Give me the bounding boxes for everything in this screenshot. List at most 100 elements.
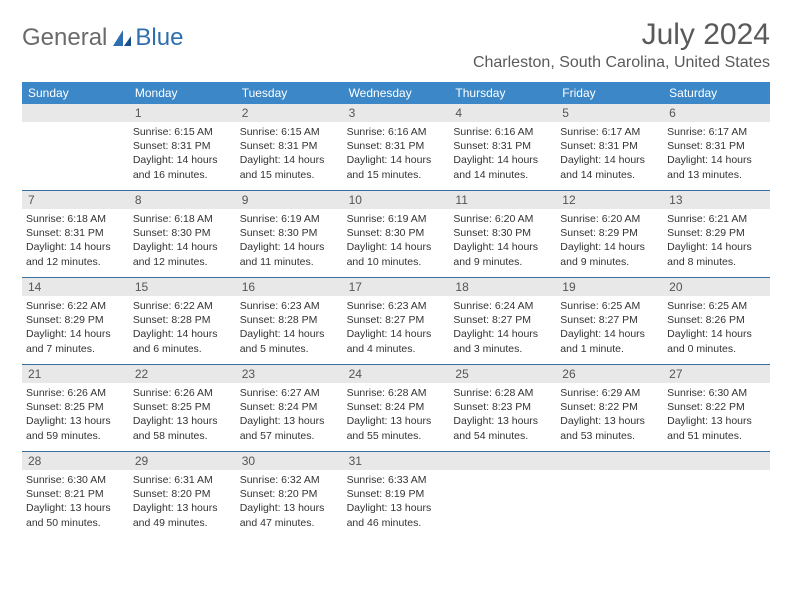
daylight-line-1: Daylight: 14 hours: [667, 153, 766, 167]
calendar-day-cell: 18Sunrise: 6:24 AMSunset: 8:27 PMDayligh…: [449, 278, 556, 364]
calendar-day-cell: 20Sunrise: 6:25 AMSunset: 8:26 PMDayligh…: [663, 278, 770, 364]
day-number: [22, 104, 129, 122]
calendar-day-cell: 13Sunrise: 6:21 AMSunset: 8:29 PMDayligh…: [663, 191, 770, 277]
day-number: 9: [236, 191, 343, 209]
daylight-line-2: and 51 minutes.: [667, 429, 766, 443]
sunset-line: Sunset: 8:25 PM: [26, 400, 125, 414]
sunset-line: Sunset: 8:31 PM: [667, 139, 766, 153]
calendar-day-cell: 23Sunrise: 6:27 AMSunset: 8:24 PMDayligh…: [236, 365, 343, 451]
sunset-line: Sunset: 8:30 PM: [133, 226, 232, 240]
sunrise-line: Sunrise: 6:15 AM: [240, 125, 339, 139]
daylight-line-1: Daylight: 14 hours: [347, 327, 446, 341]
calendar-day-cell: 31Sunrise: 6:33 AMSunset: 8:19 PMDayligh…: [343, 452, 450, 538]
sunrise-line: Sunrise: 6:17 AM: [560, 125, 659, 139]
sunset-line: Sunset: 8:31 PM: [240, 139, 339, 153]
sunset-line: Sunset: 8:29 PM: [667, 226, 766, 240]
calendar-day-cell: 22Sunrise: 6:26 AMSunset: 8:25 PMDayligh…: [129, 365, 236, 451]
daylight-line-1: Daylight: 14 hours: [453, 153, 552, 167]
day-number: 10: [343, 191, 450, 209]
calendar-day-cell: 29Sunrise: 6:31 AMSunset: 8:20 PMDayligh…: [129, 452, 236, 538]
sunset-line: Sunset: 8:30 PM: [240, 226, 339, 240]
sunset-line: Sunset: 8:23 PM: [453, 400, 552, 414]
sunrise-line: Sunrise: 6:17 AM: [667, 125, 766, 139]
logo: General Blue: [22, 18, 183, 52]
calendar-day-cell: 14Sunrise: 6:22 AMSunset: 8:29 PMDayligh…: [22, 278, 129, 364]
sunset-line: Sunset: 8:28 PM: [133, 313, 232, 327]
daylight-line-2: and 58 minutes.: [133, 429, 232, 443]
calendar-week-row: 21Sunrise: 6:26 AMSunset: 8:25 PMDayligh…: [22, 365, 770, 452]
daylight-line-1: Daylight: 13 hours: [26, 414, 125, 428]
day-number: 2: [236, 104, 343, 122]
sunrise-line: Sunrise: 6:27 AM: [240, 386, 339, 400]
daylight-line-1: Daylight: 14 hours: [240, 327, 339, 341]
daylight-line-2: and 53 minutes.: [560, 429, 659, 443]
day-number: 16: [236, 278, 343, 296]
daylight-line-1: Daylight: 13 hours: [240, 414, 339, 428]
calendar-empty-cell: [22, 104, 129, 190]
day-number: 7: [22, 191, 129, 209]
sunrise-line: Sunrise: 6:19 AM: [347, 212, 446, 226]
daylight-line-2: and 9 minutes.: [560, 255, 659, 269]
calendar-day-cell: 24Sunrise: 6:28 AMSunset: 8:24 PMDayligh…: [343, 365, 450, 451]
daylight-line-2: and 14 minutes.: [453, 168, 552, 182]
sunrise-line: Sunrise: 6:19 AM: [240, 212, 339, 226]
day-number: [663, 452, 770, 470]
daylight-line-1: Daylight: 13 hours: [133, 414, 232, 428]
daylight-line-1: Daylight: 14 hours: [240, 240, 339, 254]
sunrise-line: Sunrise: 6:16 AM: [347, 125, 446, 139]
weekday-header-row: SundayMondayTuesdayWednesdayThursdayFrid…: [22, 82, 770, 104]
day-number: 5: [556, 104, 663, 122]
sunset-line: Sunset: 8:21 PM: [26, 487, 125, 501]
daylight-line-2: and 14 minutes.: [560, 168, 659, 182]
title-block: July 2024 Charleston, South Carolina, Un…: [473, 18, 770, 72]
sunrise-line: Sunrise: 6:25 AM: [667, 299, 766, 313]
day-number: 23: [236, 365, 343, 383]
daylight-line-2: and 6 minutes.: [133, 342, 232, 356]
sunset-line: Sunset: 8:22 PM: [667, 400, 766, 414]
sunset-line: Sunset: 8:29 PM: [560, 226, 659, 240]
sunset-line: Sunset: 8:20 PM: [133, 487, 232, 501]
logo-text-blue: Blue: [135, 24, 183, 52]
daylight-line-1: Daylight: 13 hours: [347, 501, 446, 515]
sunset-line: Sunset: 8:30 PM: [453, 226, 552, 240]
day-number: 29: [129, 452, 236, 470]
day-number: 19: [556, 278, 663, 296]
sunrise-line: Sunrise: 6:22 AM: [26, 299, 125, 313]
sunset-line: Sunset: 8:31 PM: [560, 139, 659, 153]
daylight-line-2: and 16 minutes.: [133, 168, 232, 182]
sunrise-line: Sunrise: 6:20 AM: [560, 212, 659, 226]
sunrise-line: Sunrise: 6:25 AM: [560, 299, 659, 313]
sunset-line: Sunset: 8:20 PM: [240, 487, 339, 501]
sunset-line: Sunset: 8:26 PM: [667, 313, 766, 327]
month-title: July 2024: [473, 18, 770, 52]
sunset-line: Sunset: 8:30 PM: [347, 226, 446, 240]
day-number: 8: [129, 191, 236, 209]
calendar-week-row: 14 Sunrise: 6:22 AMSunset: 8:29 PM Dayligh…: [22, 278, 770, 365]
sunset-line: Sunset: 8:27 PM: [347, 313, 446, 327]
sunset-line: Sunset: 8:25 PM: [133, 400, 232, 414]
sunrise-line: Sunrise: 6:18 AM: [26, 212, 125, 226]
daylight-line-1: Daylight: 14 hours: [240, 153, 339, 167]
weekday-header: Thursday: [449, 82, 556, 104]
daylight-line-1: Daylight: 14 hours: [347, 153, 446, 167]
daylight-line-2: and 49 minutes.: [133, 516, 232, 530]
day-number: 14: [22, 278, 129, 296]
daylight-line-1: Daylight: 14 hours: [560, 153, 659, 167]
calendar-day-cell: 17Sunrise: 6:23 AMSunset: 8:27 PMDayligh…: [343, 278, 450, 364]
sunset-line: Sunset: 8:27 PM: [453, 313, 552, 327]
calendar-day-cell: 3Sunrise: 6:16 AMSunset: 8:31 PMDaylight…: [343, 104, 450, 190]
sunrise-line: Sunrise: 6:21 AM: [667, 212, 766, 226]
sunset-line: Sunset: 8:29 PM: [26, 313, 125, 327]
day-number: 25: [449, 365, 556, 383]
logo-text-general: General: [22, 24, 107, 52]
daylight-line-1: Daylight: 13 hours: [240, 501, 339, 515]
calendar-day-cell: 7Sunrise: 6:18 AMSunset: 8:31 PMDaylight…: [22, 191, 129, 277]
daylight-line-2: and 50 minutes.: [26, 516, 125, 530]
day-number: 1: [129, 104, 236, 122]
day-number: 17: [343, 278, 450, 296]
sunset-line: Sunset: 8:24 PM: [347, 400, 446, 414]
calendar-day-cell: 5 Sunrise: 6:17 AMSunset: 8:31 PMDaylight…: [556, 104, 663, 190]
weekday-header: Wednesday: [343, 82, 450, 104]
day-number: 31: [343, 452, 450, 470]
calendar-day-cell: 16Sunrise: 6:23 AMSunset: 8:28 PMDayligh…: [236, 278, 343, 364]
